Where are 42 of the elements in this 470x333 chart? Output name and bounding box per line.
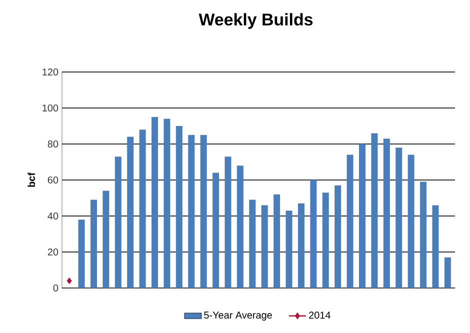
bar xyxy=(261,205,268,288)
bar xyxy=(358,144,366,288)
chart-title: Weekly Builds xyxy=(198,13,313,29)
legend-label: 2014 xyxy=(309,312,330,319)
bar xyxy=(90,200,97,288)
legend-label: 5-Year Average xyxy=(204,312,272,321)
y-tick-label: 120 xyxy=(42,68,58,76)
bar xyxy=(383,138,390,288)
bar xyxy=(371,133,378,288)
bar xyxy=(224,156,232,288)
bar xyxy=(152,117,158,288)
y-tick-label: 40 xyxy=(48,212,58,220)
bar xyxy=(334,185,342,288)
bar xyxy=(212,172,220,288)
y-tick-label: 60 xyxy=(48,176,58,184)
bar xyxy=(139,130,146,288)
y-tick-label: 0 xyxy=(53,284,58,292)
bar xyxy=(444,257,451,288)
bar xyxy=(236,166,244,288)
bar xyxy=(322,192,329,288)
y-tick-label: 100 xyxy=(42,104,58,112)
bar xyxy=(420,182,427,288)
bar xyxy=(346,154,354,288)
bar xyxy=(188,135,195,288)
bar xyxy=(102,190,110,288)
bar xyxy=(114,156,122,288)
y-tick-label: 20 xyxy=(48,248,58,256)
y-tick-label: 80 xyxy=(48,140,58,148)
bar xyxy=(310,180,317,288)
bar xyxy=(127,136,134,288)
bar xyxy=(274,194,280,288)
bar xyxy=(200,135,207,288)
bar xyxy=(176,126,182,288)
bar xyxy=(396,148,402,288)
bar xyxy=(286,210,292,288)
bar xyxy=(408,154,414,288)
bar xyxy=(432,205,439,288)
bar xyxy=(78,220,85,288)
bar xyxy=(249,200,256,288)
y-axis-title: bcf xyxy=(28,172,36,187)
bar xyxy=(164,118,170,288)
bar xyxy=(298,203,304,288)
